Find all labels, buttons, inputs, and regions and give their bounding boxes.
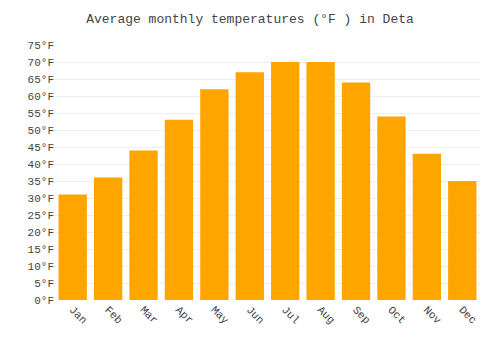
svg-text:0°F: 0°F — [34, 295, 54, 307]
svg-text:75°F: 75°F — [28, 40, 54, 52]
svg-text:25°F: 25°F — [28, 210, 54, 222]
svg-text:55°F: 55°F — [28, 108, 54, 120]
svg-text:Jan: Jan — [67, 304, 89, 326]
svg-text:40°F: 40°F — [28, 159, 54, 171]
svg-text:Apr: Apr — [173, 304, 195, 326]
svg-text:65°F: 65°F — [28, 74, 54, 86]
svg-text:20°F: 20°F — [28, 227, 54, 239]
svg-text:70°F: 70°F — [28, 57, 54, 69]
svg-text:60°F: 60°F — [28, 91, 54, 103]
svg-text:Average monthly temperatures (: Average monthly temperatures (°F ) in De… — [86, 12, 414, 27]
svg-text:15°F: 15°F — [28, 244, 54, 256]
svg-text:Mar: Mar — [138, 304, 160, 326]
svg-text:45°F: 45°F — [28, 142, 54, 154]
svg-text:35°F: 35°F — [28, 176, 54, 188]
svg-text:10°F: 10°F — [28, 261, 54, 273]
svg-text:Dec: Dec — [456, 304, 478, 326]
svg-text:Sep: Sep — [350, 304, 372, 326]
svg-text:Oct: Oct — [385, 304, 407, 326]
svg-text:May: May — [208, 304, 231, 327]
svg-text:50°F: 50°F — [28, 125, 54, 137]
svg-text:5°F: 5°F — [34, 278, 54, 290]
svg-text:Nov: Nov — [421, 304, 444, 327]
svg-text:Aug: Aug — [315, 304, 337, 326]
svg-text:Feb: Feb — [102, 304, 124, 326]
svg-text:Jun: Jun — [244, 304, 266, 326]
svg-text:30°F: 30°F — [28, 193, 54, 205]
svg-text:Jul: Jul — [279, 304, 301, 326]
